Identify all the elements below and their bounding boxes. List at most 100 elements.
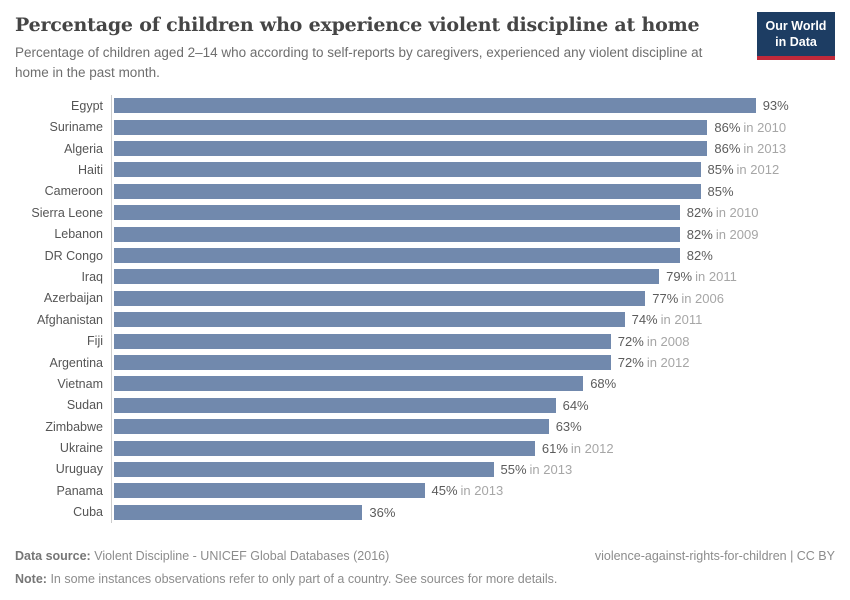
rights-link[interactable]: violence-against-rights-for-children | C…	[594, 549, 835, 563]
bar-row: Sierra Leone 82% in 2010	[15, 202, 835, 224]
bar-row: Azerbaijan 77% in 2006	[15, 287, 835, 310]
note-value: In some instances observations refer to …	[50, 571, 558, 586]
bar-row: Iraq 79% in 2011	[15, 266, 835, 288]
year-label: in 2010	[715, 205, 759, 221]
bar-track: 82% in 2010	[111, 202, 835, 224]
bar-row: Zimbabwe 63%	[15, 415, 835, 438]
year-label: in 2011	[660, 312, 703, 328]
year-label: in 2012	[736, 162, 780, 178]
country-label: Panama	[56, 483, 103, 498]
bar	[114, 504, 363, 520]
country-label: Egypt	[71, 98, 103, 113]
bar-chart: Egypt 93% Suriname 86% in 2010 Algeria 86% in 2…	[15, 95, 835, 523]
note-label: Note:	[15, 571, 47, 586]
bar-row: Lebanon 82% in 2009	[15, 223, 835, 245]
bar-track: 86% in 2010	[111, 116, 835, 138]
bar-row: Vietnam 68%	[15, 373, 835, 395]
bar-row: Uruguay 55% in 2013	[15, 458, 835, 481]
footer-note-row: Note: In some instances observations ref…	[15, 571, 835, 589]
year-label: in 2013	[460, 483, 504, 499]
bar-track: 93%	[111, 95, 835, 117]
country-label: Argentina	[49, 355, 103, 370]
bar-row: Cuba 36%	[15, 501, 835, 523]
bar-row: Algeria 86% in 2013	[15, 137, 835, 160]
bar-track: 64%	[111, 394, 835, 416]
country-label: Azerbaijan	[43, 291, 103, 306]
value-label: 82%	[686, 226, 713, 242]
bar	[114, 376, 584, 392]
footer: Data source: Violent Discipline - UNICEF…	[15, 548, 835, 588]
value-label: 74%	[631, 312, 658, 328]
bar-track: 85%	[111, 180, 835, 203]
bar	[114, 205, 680, 221]
country-label: Sudan	[66, 398, 103, 413]
bar-row: Fiji 72% in 2008	[15, 330, 835, 352]
bar-row: Cameroon 85%	[15, 180, 835, 203]
country-label: Sierra Leone	[31, 205, 103, 220]
country-label: Cuba	[73, 505, 103, 520]
datasource: Data source: Violent Discipline - UNICEF…	[15, 548, 389, 566]
header: Percentage of children who experience vi…	[15, 12, 835, 82]
datasource-value: Violent Discipline - UNICEF Global Datab…	[94, 549, 390, 563]
bar-track: 55% in 2013	[111, 458, 835, 481]
country-label: Fiji	[87, 334, 103, 349]
bar-track: 74% in 2011	[111, 309, 835, 331]
bar-track: 36%	[111, 501, 835, 523]
value-label: 61%	[541, 440, 568, 456]
value-label: 82%	[686, 205, 713, 221]
bar-track: 77% in 2006	[111, 287, 835, 310]
bar	[114, 269, 660, 285]
country-label: Zimbabwe	[45, 419, 103, 434]
country-label: Haiti	[77, 162, 103, 177]
bar-row: Sudan 64%	[15, 394, 835, 416]
footer-source-row: Data source: Violent Discipline - UNICEF…	[15, 548, 835, 566]
bar-row: Egypt 93%	[15, 95, 835, 117]
bar	[114, 162, 701, 178]
value-label: 64%	[562, 397, 589, 413]
bar-row: Ukraine 61% in 2012	[15, 437, 835, 459]
country-label: Lebanon	[54, 227, 103, 242]
year-label: in 2008	[646, 333, 690, 349]
bar	[114, 290, 646, 306]
bar-track: 72% in 2012	[111, 351, 835, 374]
bar	[114, 248, 680, 264]
owid-logo-line2: in Data	[775, 34, 817, 49]
bar	[114, 312, 625, 328]
bar-track: 63%	[111, 415, 835, 438]
value-label: 85%	[707, 162, 734, 178]
bar-row: Suriname 86% in 2010	[15, 116, 835, 138]
value-label: 85%	[707, 183, 734, 199]
bar	[114, 333, 611, 349]
value-label: 63%	[555, 419, 582, 435]
value-label: 86%	[714, 141, 741, 157]
bar	[114, 419, 549, 435]
country-label: Afghanistan	[36, 312, 103, 327]
bar-track: 72% in 2008	[111, 330, 835, 352]
bar	[114, 461, 494, 477]
country-label: DR Congo	[44, 248, 103, 263]
bar-track: 45% in 2013	[111, 480, 835, 502]
country-label: Vietnam	[57, 376, 103, 391]
bar-track: 85% in 2012	[111, 159, 835, 181]
owid-logo[interactable]: Our World in Data	[757, 12, 835, 61]
bar-track: 61% in 2012	[111, 437, 835, 459]
bar	[114, 141, 708, 157]
bar-row: Panama 45% in 2013	[15, 480, 835, 502]
value-label: 77%	[652, 290, 679, 306]
bar-track: 68%	[111, 373, 835, 395]
value-label: 93%	[762, 98, 789, 114]
bar	[114, 397, 556, 413]
bar-track: 82% in 2009	[111, 223, 835, 245]
bar-row: Argentina 72% in 2012	[15, 351, 835, 374]
bar	[114, 355, 611, 370]
bar	[114, 183, 701, 199]
bar-row: DR Congo 82%	[15, 244, 835, 267]
bar-track: 82%	[111, 244, 835, 267]
value-label: 72%	[617, 333, 644, 349]
value-label: 86%	[714, 119, 741, 135]
bar-row: Haiti 85% in 2012	[15, 159, 835, 181]
year-label: in 2009	[715, 226, 759, 242]
country-label: Suriname	[49, 120, 104, 135]
bar-track: 86% in 2013	[111, 137, 835, 160]
